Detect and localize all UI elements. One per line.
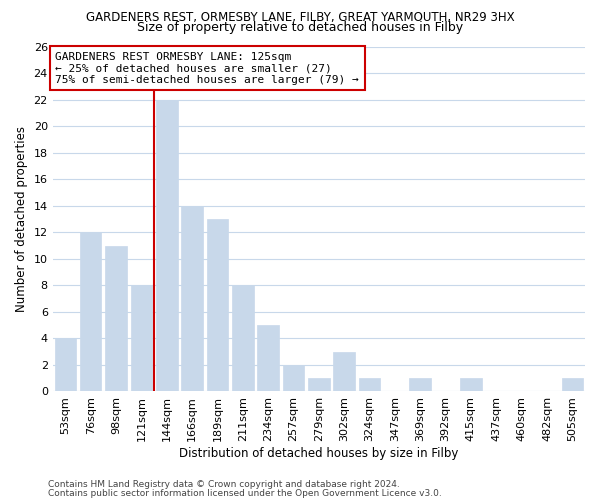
Bar <box>80 232 101 392</box>
Text: GARDENERS REST ORMESBY LANE: 125sqm
← 25% of detached houses are smaller (27)
75: GARDENERS REST ORMESBY LANE: 125sqm ← 25… <box>55 52 359 85</box>
Text: GARDENERS REST, ORMESBY LANE, FILBY, GREAT YARMOUTH, NR29 3HX: GARDENERS REST, ORMESBY LANE, FILBY, GRE… <box>86 11 514 24</box>
Bar <box>283 365 304 392</box>
X-axis label: Distribution of detached houses by size in Filby: Distribution of detached houses by size … <box>179 447 458 460</box>
Text: Contains public sector information licensed under the Open Government Licence v3: Contains public sector information licen… <box>48 488 442 498</box>
Bar <box>206 219 228 392</box>
Text: Size of property relative to detached houses in Filby: Size of property relative to detached ho… <box>137 21 463 34</box>
Bar <box>308 378 329 392</box>
Bar <box>257 325 279 392</box>
Bar <box>359 378 380 392</box>
Bar <box>156 100 178 392</box>
Text: Contains HM Land Registry data © Crown copyright and database right 2024.: Contains HM Land Registry data © Crown c… <box>48 480 400 489</box>
Bar <box>562 378 583 392</box>
Y-axis label: Number of detached properties: Number of detached properties <box>15 126 28 312</box>
Bar <box>55 338 76 392</box>
Bar <box>334 352 355 392</box>
Bar <box>460 378 482 392</box>
Bar <box>131 286 152 392</box>
Bar <box>105 246 127 392</box>
Bar <box>409 378 431 392</box>
Bar <box>232 286 254 392</box>
Bar <box>181 206 203 392</box>
